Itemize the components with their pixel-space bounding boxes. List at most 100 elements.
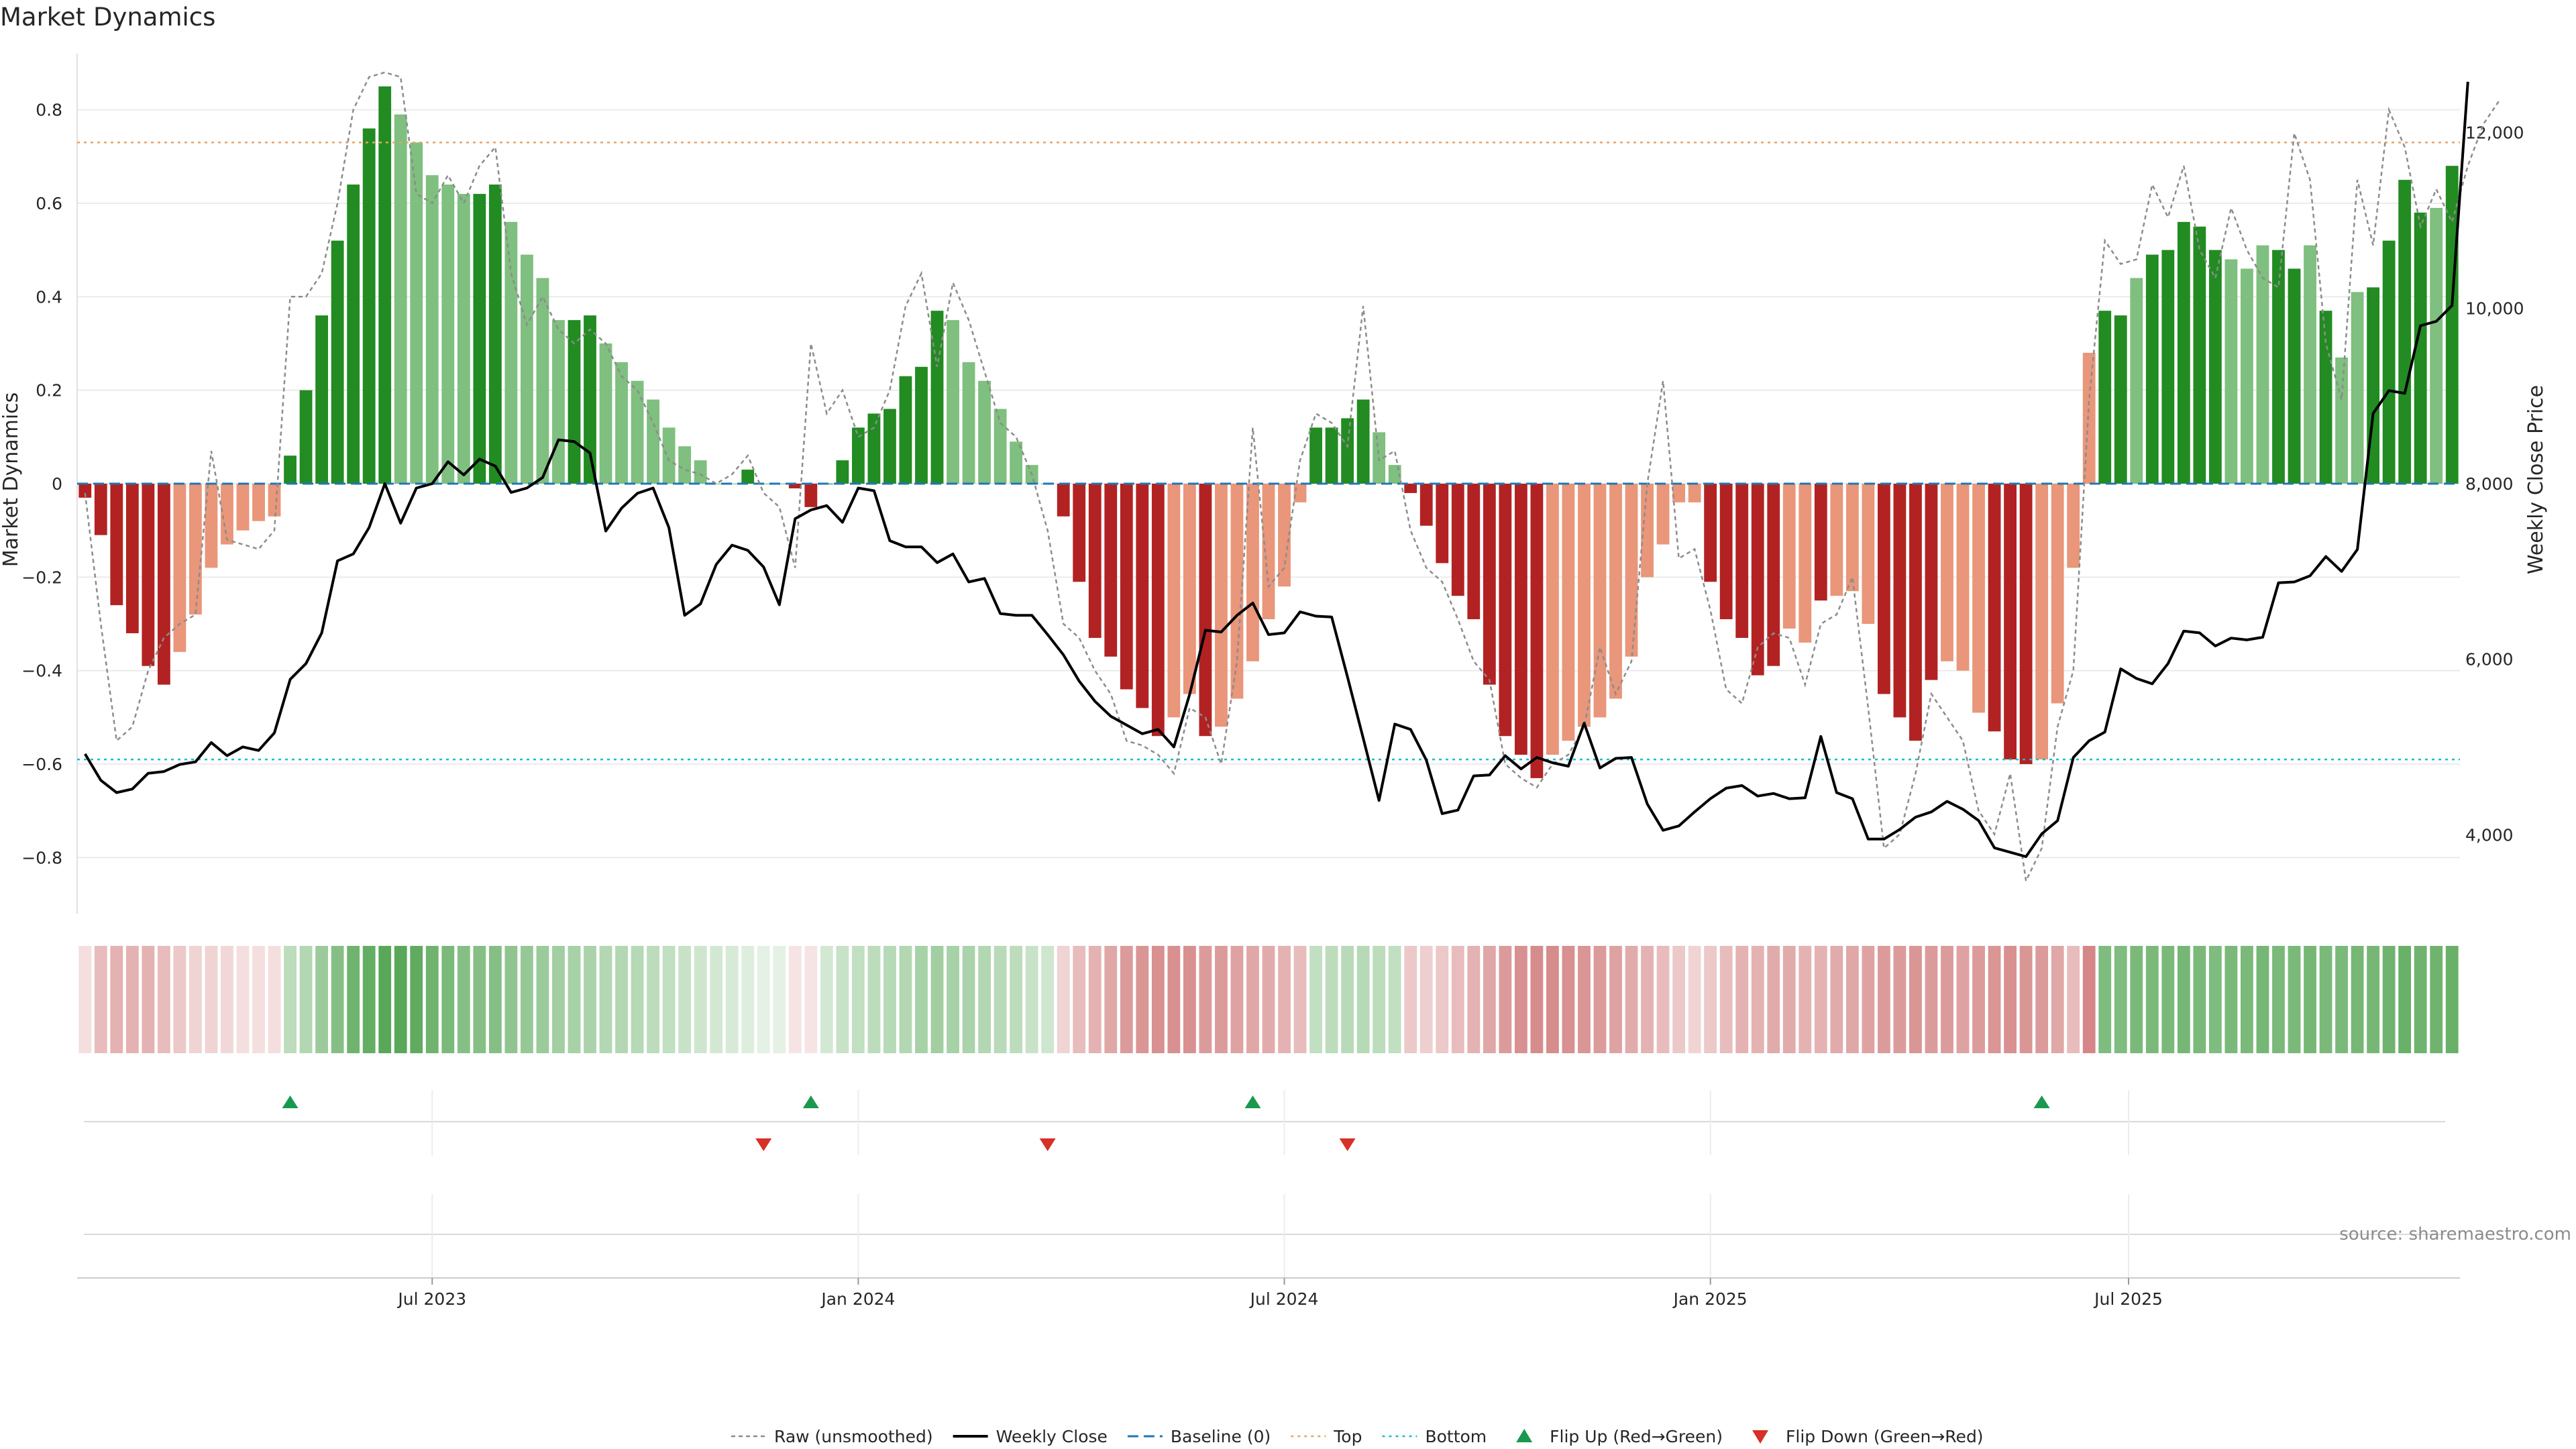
regime-cell [521, 946, 533, 1053]
bar [851, 427, 865, 484]
regime-cell [1799, 946, 1812, 1053]
regime-cell [441, 946, 455, 1053]
regime-cell [125, 946, 139, 1053]
bar [1751, 484, 1764, 676]
regime-cell [189, 946, 202, 1053]
regime-cell [1041, 946, 1055, 1053]
bar [1845, 484, 1859, 592]
regime-cell [504, 946, 518, 1053]
regime-cell [2256, 946, 2269, 1053]
bar [678, 446, 692, 484]
regime-cell [1451, 946, 1464, 1053]
flip-markers-panel [84, 1090, 2445, 1155]
bar [1909, 484, 1922, 741]
bar [125, 484, 139, 633]
bar [268, 484, 281, 517]
regime-cell [2161, 946, 2175, 1053]
regime-cell [1877, 946, 1890, 1053]
regime-cell [1530, 946, 1544, 1053]
regime-cell [1309, 946, 1322, 1053]
bar [1799, 484, 1812, 643]
bar [378, 86, 392, 484]
regime-cell [2019, 946, 2033, 1053]
bar [1278, 484, 1291, 587]
chart-title: Market Dynamics [0, 3, 215, 32]
legend: Raw (unsmoothed) Weekly Close Baseline (0)… [731, 1427, 1984, 1446]
bar [2114, 315, 2127, 484]
y-tick-label: 0.4 [36, 287, 62, 307]
regime-cell [1120, 946, 1133, 1053]
source-note: source: sharemaestro.com [2339, 1224, 2571, 1244]
regime-cell [1341, 946, 1354, 1053]
regime-cell [1593, 946, 1607, 1053]
regime-cell [1704, 946, 1717, 1053]
regime-cell [915, 946, 928, 1053]
regime-cell [2445, 946, 2459, 1053]
bar [1483, 484, 1496, 685]
regime-cell [552, 946, 565, 1053]
y2-tick-label: 8,000 [2465, 474, 2514, 494]
bar [1104, 484, 1118, 657]
legend-label: Flip Down (Green→Red) [1786, 1427, 1984, 1446]
bar [2082, 352, 2096, 484]
bar [1467, 484, 1481, 620]
regime-cell [694, 946, 707, 1053]
regime-cell [615, 946, 628, 1053]
regime-cell [2193, 946, 2206, 1053]
bar [947, 320, 959, 484]
regime-cell [378, 946, 392, 1053]
regime-cell [836, 946, 849, 1053]
regime-cell [1404, 946, 1417, 1053]
bar [1151, 484, 1165, 737]
bar [1814, 484, 1827, 601]
bar [2256, 245, 2269, 484]
y-tick-label: 0.8 [36, 101, 62, 120]
bar [915, 366, 928, 484]
legend-item-bottom: Bottom [1382, 1427, 1487, 1446]
legend-item-baseline: Baseline (0) [1127, 1427, 1271, 1446]
bar [1546, 484, 1559, 755]
regime-cell [1293, 946, 1307, 1053]
regime-cell [1467, 946, 1481, 1053]
regime-cell [2035, 946, 2049, 1053]
bar [1325, 427, 1338, 484]
regime-cell [820, 946, 833, 1053]
regime-cell [1656, 946, 1670, 1053]
bar [284, 455, 297, 484]
bar [1704, 484, 1717, 582]
bar [1562, 484, 1575, 741]
bar [2161, 250, 2175, 484]
regime-cell [1356, 946, 1370, 1053]
regime-cell [1562, 946, 1575, 1053]
y-tick-label: 0.6 [36, 194, 62, 213]
bar [488, 184, 502, 484]
bar [2224, 259, 2238, 484]
regime-cell [1735, 946, 1749, 1053]
y-tick-label: 0.2 [36, 381, 62, 400]
bar [315, 315, 329, 484]
bar [1230, 484, 1244, 699]
y-tick-label: 0 [52, 474, 62, 494]
regime-cell [236, 946, 250, 1053]
regime-cell [2351, 946, 2364, 1053]
bar [2445, 166, 2459, 484]
regime-cell [2272, 946, 2285, 1053]
bar [157, 484, 170, 685]
flip-up-marker [282, 1095, 299, 1108]
bar [425, 175, 439, 484]
bar [788, 484, 802, 488]
bar [1451, 484, 1464, 596]
regime-cell [631, 946, 644, 1053]
regime-cell [1136, 946, 1149, 1053]
legend-label: Baseline (0) [1171, 1427, 1271, 1446]
regime-cell [2430, 946, 2443, 1053]
bar [1356, 399, 1370, 484]
bar [1767, 484, 1780, 666]
x-tick-label: Jan 2024 [820, 1289, 895, 1309]
weekly-close-line [84, 81, 2469, 858]
bar [1404, 484, 1417, 493]
bar [1972, 484, 1985, 713]
legend-label: Flip Up (Red→Green) [1550, 1427, 1723, 1446]
legend-label: Raw (unsmoothed) [774, 1427, 933, 1446]
